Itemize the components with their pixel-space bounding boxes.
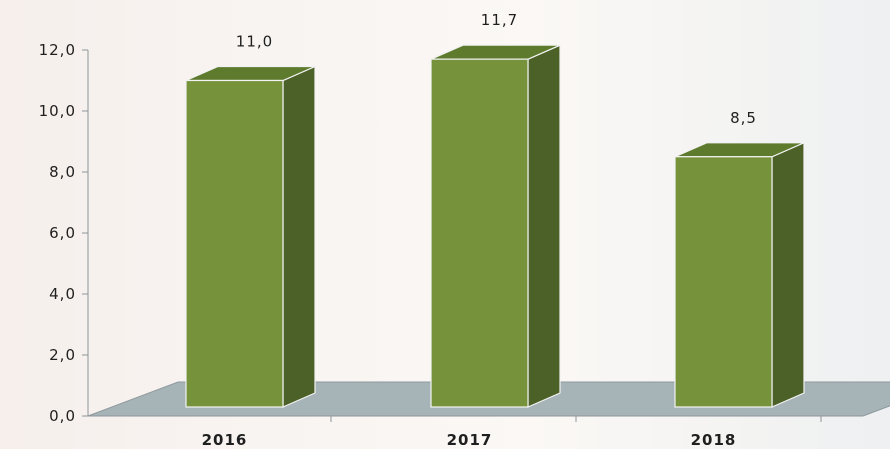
y-tick-label: 10,0	[39, 102, 76, 120]
x-tick-label: 2016	[202, 431, 248, 449]
bar	[185, 79, 284, 408]
data-label: 11,0	[236, 33, 273, 51]
x-tick-label: 2017	[447, 431, 493, 449]
data-label: 8,5	[730, 109, 757, 127]
bar-side-face	[771, 141, 805, 408]
y-tick-label: 0,0	[49, 407, 76, 425]
y-tick-label: 4,0	[49, 285, 76, 303]
y-tick-label: 6,0	[49, 224, 76, 242]
y-tick-label: 8,0	[49, 163, 76, 181]
bar	[430, 58, 529, 408]
data-label: 11,7	[481, 11, 518, 29]
y-tick-label: 12,0	[39, 41, 76, 59]
x-tick-label: 2018	[691, 431, 737, 449]
bar	[674, 156, 773, 408]
bar-side-face	[527, 44, 561, 408]
bar-side-face	[282, 65, 316, 408]
y-tick-label: 2,0	[49, 346, 76, 364]
